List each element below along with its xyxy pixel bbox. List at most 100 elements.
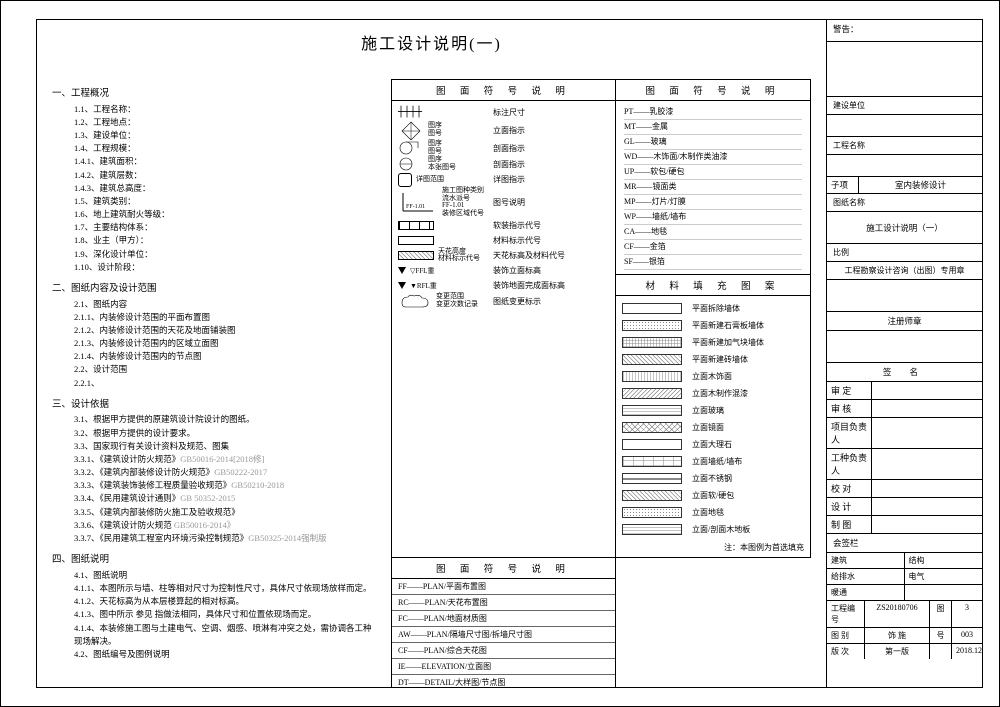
material-row: 立面软/硬包 bbox=[622, 487, 804, 504]
legend-row: 软装指示代号 bbox=[398, 218, 609, 233]
legend-row: FF-1.01施工图种类别 流水派号 FF-1.01 装修区域代号图号说明 bbox=[398, 187, 609, 218]
soft-icon bbox=[398, 221, 493, 230]
drawing-name: 施工设计说明（一） bbox=[827, 212, 982, 244]
legend-row: 材料标示代号 bbox=[398, 233, 609, 248]
abbrev-row: PT——乳胶漆 bbox=[624, 105, 802, 120]
text-item: 3.3.5、《建筑内部装修防火施工及验收规范》 bbox=[52, 506, 376, 519]
hatch-swatch bbox=[622, 354, 682, 365]
text-item: 2.1.4、内装修设计范围内的节点图 bbox=[52, 350, 376, 363]
abbrev-row: WD——木饰面/木制作类油漆 bbox=[624, 150, 802, 165]
text-column: 一、工程概况1.1、工程名称：1.2、工程地点：1.3、建设单位：1.4、工程规… bbox=[52, 79, 376, 687]
text-item: 4.1.3、图中所示 参见 指做法相同，具体尺寸和位置依现场而定。 bbox=[52, 608, 376, 621]
material-row: 立面镜面 bbox=[622, 419, 804, 436]
abbr-row: AW——PLAN/隔墙尺寸图/拆墙尺寸图 bbox=[392, 627, 615, 643]
material-row: 立面玻璃 bbox=[622, 402, 804, 419]
abbrev-row: CA——地毯 bbox=[624, 225, 802, 240]
text-item: 3.3.7、《民用建筑工程室内环境污染控制规范》GB50325-2014强制版 bbox=[52, 532, 376, 545]
hatch-swatch bbox=[622, 320, 682, 331]
sign-row: 制 图 bbox=[827, 516, 982, 534]
abbr-row: RC——PLAN/天花布置图 bbox=[392, 595, 615, 611]
legend-row: ▼RFL重装饰地面完成面标高 bbox=[398, 278, 609, 293]
text-item: 1.7、主要结构体系： bbox=[52, 221, 376, 234]
abbr-row: CF——PLAN/综合天花图 bbox=[392, 643, 615, 659]
material-row: 平面新建石膏板墙体 bbox=[622, 317, 804, 334]
text-item: 2.1.3、内装修设计范围内的区域立面图 bbox=[52, 337, 376, 350]
footer-row: 图 别饰 施号003 bbox=[827, 628, 982, 644]
logo-area bbox=[827, 42, 982, 97]
sign-row: 设 计 bbox=[827, 498, 982, 516]
text-item: 3.3、国家现行有关设计资料及规范、图集 bbox=[52, 440, 376, 453]
hatch-swatch bbox=[622, 456, 682, 467]
hatch-swatch bbox=[622, 490, 682, 501]
text-item: 1.10、设计阶段： bbox=[52, 261, 376, 274]
material-row: 平面新建砖墙体 bbox=[622, 351, 804, 368]
abbrev-row: UP——软包/硬包 bbox=[624, 165, 802, 180]
hatch-swatch bbox=[622, 405, 682, 416]
section-head: 三、设计依据 bbox=[52, 398, 376, 414]
abbrev-row: WP——墙纸/墙布 bbox=[624, 210, 802, 225]
abbrev-table: 图 面 符 号 说 明 FF——PLAN/平面布置图RC——PLAN/天花布置图… bbox=[391, 558, 616, 687]
body-columns: 一、工程概况1.1、工程名称：1.2、工程地点：1.3、建设单位：1.4、工程规… bbox=[37, 79, 826, 687]
dim-icon: ┼┼┼┼ bbox=[398, 107, 493, 118]
text-item: 2.1.2、内装修设计范围的天花及地面铺装图 bbox=[52, 324, 376, 337]
legend-row: ▽FFL重装饰立面标高 bbox=[398, 263, 609, 278]
footer-rows: 工程编号ZS20180706图3图 别饰 施号003版 次第一版2018.12 bbox=[827, 601, 982, 659]
material-row: 立面不锈钢 bbox=[622, 470, 804, 487]
material-row: 平面新建加气块墙体 bbox=[622, 334, 804, 351]
abbr-row: FF——PLAN/平面布置图 bbox=[392, 579, 615, 595]
sec-icon: 图序 图号 bbox=[398, 140, 493, 156]
legend-row: ┼┼┼┼标注尺寸 bbox=[398, 105, 609, 120]
material-row: 立面地毯 bbox=[622, 504, 804, 521]
text-item: 4.1.4、本装修施工图与土建电气、空调、烟感、喷淋有冲突之处，需协调各工种现场… bbox=[52, 622, 376, 648]
drawing-label: 图纸名称 bbox=[827, 194, 982, 212]
hatch-swatch bbox=[622, 422, 682, 433]
discipline-row: 暖通 bbox=[827, 585, 982, 601]
hatch-swatch bbox=[622, 473, 682, 484]
floor-icon: ▼RFL重 bbox=[398, 281, 493, 291]
text-item: 3.1、根据甲方提供的原建筑设计院设计的图纸。 bbox=[52, 413, 376, 426]
abbrev-row: GL——玻璃 bbox=[624, 135, 802, 150]
text-item: 1.9、深化设计单位： bbox=[52, 248, 376, 261]
abbrev-row: MP——灯片/灯膜 bbox=[624, 195, 802, 210]
legend-row: 图序 本张图号剖面指示 bbox=[398, 156, 609, 172]
cloud-icon: 变更范围 变更次数记录 bbox=[398, 293, 493, 309]
detail-icon: 详图范围 bbox=[398, 173, 493, 187]
sign-row: 校 对 bbox=[827, 480, 982, 498]
legend-row: 详图范围详图指示 bbox=[398, 172, 609, 187]
footer-row: 工程编号ZS20180706图3 bbox=[827, 601, 982, 628]
material-row: 立面大理石 bbox=[622, 436, 804, 453]
legend-top-row: 图 面 符 号 说 明 ┼┼┼┼标注尺寸图序 图号立面指示图序 图号剖面指示图序… bbox=[391, 79, 811, 558]
discipline-rows: 建筑结构给排水电气暖通 bbox=[827, 553, 982, 601]
text-item: 3.2、根据甲方提供的设计要求。 bbox=[52, 427, 376, 440]
text-item: 4.1.1、本图所示与墙、柱等相对尺寸为控制性尺寸，具体尺寸依现场放样而定。 bbox=[52, 582, 376, 595]
discipline-row: 给排水电气 bbox=[827, 569, 982, 585]
text-item: 3.3.3、《建筑装饰装修工程质量验收规范》GB50210-2018 bbox=[52, 479, 376, 492]
material-row: 立面/剖面木地板 bbox=[622, 521, 804, 538]
text-item: 1.5、建筑类别： bbox=[52, 195, 376, 208]
text-item: 2.1、图纸内容 bbox=[52, 298, 376, 311]
ceil-icon: 天花高度 材料标示代号 bbox=[398, 248, 493, 263]
text-item: 4.1、图纸说明 bbox=[52, 569, 376, 582]
text-item: 1.4、工程规模： bbox=[52, 142, 376, 155]
abbrev-row: MT——金属 bbox=[624, 120, 802, 135]
index-icon: FF-1.01施工图种类别 流水派号 FF-1.01 装修区域代号 bbox=[398, 187, 493, 218]
hatch-swatch bbox=[622, 524, 682, 535]
text-item: 1.6、地上建筑耐火等级： bbox=[52, 208, 376, 221]
sec2-icon: 图序 本张图号 bbox=[398, 156, 493, 172]
material-row: 立面墙纸/墙布 bbox=[622, 453, 804, 470]
abbrev-row: MR——镜面类 bbox=[624, 180, 802, 195]
material-row: 立面木饰面 bbox=[622, 368, 804, 385]
title-block: 警告： 建设单位 工程名称 子项 室内装修设计 图纸名称 施工设计说明（一） 比… bbox=[827, 20, 982, 687]
legend-row: 天花高度 材料标示代号天花标高及材料代号 bbox=[398, 248, 609, 263]
sign-row: 审 核 bbox=[827, 400, 982, 418]
text-item: 3.3.1、《建筑设计防火规范》GB50016-2014[2018修] bbox=[52, 453, 376, 466]
legend-column: 图 面 符 号 说 明 ┼┼┼┼标注尺寸图序 图号立面指示图序 图号剖面指示图序… bbox=[376, 79, 811, 687]
finish-icon: ▽FFL重 bbox=[398, 266, 493, 276]
section-head: 一、工程概况 bbox=[52, 87, 376, 103]
text-item: 4.2、图纸编号及图例说明 bbox=[52, 648, 376, 661]
text-item: 1.8、业主（甲方）： bbox=[52, 234, 376, 247]
text-item: 1.1、工程名称： bbox=[52, 103, 376, 116]
project-label: 工程名称 bbox=[827, 137, 982, 155]
symbol-legend: 图 面 符 号 说 明 ┼┼┼┼标注尺寸图序 图号立面指示图序 图号剖面指示图序… bbox=[391, 79, 616, 558]
text-item: 1.3、建设单位： bbox=[52, 129, 376, 142]
